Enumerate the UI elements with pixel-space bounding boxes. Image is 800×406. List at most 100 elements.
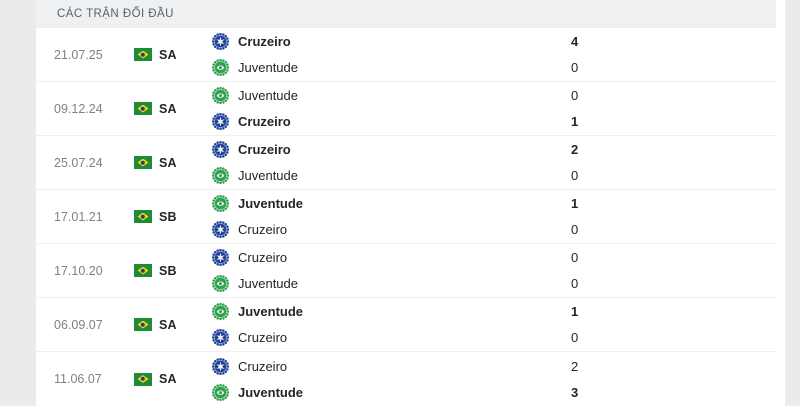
- teams-cell: Juventude Cruzeiro: [210, 190, 536, 243]
- match-date-cell: 06.09.07: [36, 298, 134, 351]
- home-team-name: Cruzeiro: [238, 142, 291, 157]
- home-team-line[interactable]: Juventude: [212, 303, 536, 321]
- match-date-cell: 25.07.24: [36, 136, 134, 189]
- league-cell[interactable]: SA: [134, 82, 210, 135]
- away-team-name: Juventude: [238, 168, 298, 183]
- away-team-line[interactable]: Juventude: [212, 383, 536, 401]
- home-team-line[interactable]: Juventude: [212, 195, 536, 213]
- scores-cell: 4 0: [536, 28, 776, 81]
- juventude-crest-icon: [212, 167, 229, 184]
- match-date: 11.06.07: [54, 372, 102, 386]
- league-cell[interactable]: SA: [134, 28, 210, 81]
- away-team-line[interactable]: Cruzeiro: [212, 113, 536, 131]
- home-team-line[interactable]: Cruzeiro: [212, 249, 536, 267]
- away-team-line[interactable]: Juventude: [212, 59, 536, 77]
- table-row[interactable]: 11.06.07 SA Cruzeiro Juventude 2 3: [36, 352, 776, 406]
- home-team-line[interactable]: Cruzeiro: [212, 357, 536, 375]
- away-team-name: Cruzeiro: [238, 114, 291, 129]
- league-cell[interactable]: SA: [134, 298, 210, 351]
- league-code: SA: [159, 47, 177, 62]
- juventude-crest-icon: [212, 195, 229, 212]
- home-team-line[interactable]: Juventude: [212, 87, 536, 105]
- away-team-name: Cruzeiro: [238, 222, 288, 237]
- away-team-score: 0: [571, 276, 579, 291]
- home-team-score: 2: [571, 358, 579, 374]
- home-team-score: 2: [571, 142, 579, 157]
- table-row[interactable]: 21.07.25 SA Cruzeiro Juventude 4 0: [36, 28, 776, 82]
- table-row[interactable]: 06.09.07 SA Juventude Cruzeiro 1 0: [36, 298, 776, 352]
- league-code: SA: [159, 101, 177, 116]
- league-cell[interactable]: SB: [134, 244, 210, 297]
- page-title: CÁC TRẬN ĐỐI ĐẦU: [57, 8, 174, 20]
- teams-cell: Cruzeiro Juventude: [210, 28, 536, 81]
- home-team-score: 0: [571, 250, 579, 265]
- brazil-flag-icon: [134, 372, 152, 386]
- match-list: 21.07.25 SA Cruzeiro Juventude 4 0: [36, 28, 785, 406]
- league-code: SA: [159, 317, 177, 332]
- teams-cell: Cruzeiro Juventude: [210, 352, 536, 406]
- cruzeiro-crest-icon: [212, 329, 229, 346]
- league-cell[interactable]: SA: [134, 352, 210, 406]
- juventude-crest-icon: [212, 303, 229, 320]
- scores-cell: 1 0: [536, 190, 776, 243]
- scores-cell: 0 0: [536, 244, 776, 297]
- away-team-score: 3: [571, 384, 579, 400]
- away-team-score: 0: [571, 168, 579, 183]
- match-date-cell: 11.06.07: [36, 352, 134, 406]
- away-team-line[interactable]: Juventude: [212, 275, 536, 293]
- league-code: SA: [159, 372, 177, 386]
- league-cell[interactable]: SA: [134, 136, 210, 189]
- table-row[interactable]: 17.10.20 SB Cruzeiro Juventude 0 0: [36, 244, 776, 298]
- cruzeiro-crest-icon: [212, 141, 229, 158]
- away-team-line[interactable]: Juventude: [212, 167, 536, 185]
- flag-globe-shape: [140, 214, 146, 219]
- home-team-name: Juventude: [238, 88, 298, 103]
- cruzeiro-crest-icon: [212, 357, 229, 375]
- brazil-flag-icon: [134, 210, 152, 223]
- home-team-name: Cruzeiro: [238, 358, 288, 374]
- away-team-score: 0: [571, 222, 579, 237]
- match-date: 06.09.07: [54, 317, 103, 332]
- teams-cell: Cruzeiro Juventude: [210, 136, 536, 189]
- section-header: CÁC TRẬN ĐỐI ĐẦU: [36, 0, 776, 28]
- league-code: SB: [159, 209, 177, 224]
- home-team-score: 4: [571, 34, 579, 49]
- teams-cell: Cruzeiro Juventude: [210, 244, 536, 297]
- away-team-score: 1: [571, 114, 579, 129]
- away-team-line[interactable]: Cruzeiro: [212, 329, 536, 347]
- flag-globe-shape: [140, 376, 146, 382]
- table-row[interactable]: 17.01.21 SB Juventude Cruzeiro 1 0: [36, 190, 776, 244]
- home-team-score: 1: [571, 304, 579, 319]
- match-date-cell: 17.01.21: [36, 190, 134, 243]
- home-team-name: Cruzeiro: [238, 34, 291, 49]
- league-cell[interactable]: SB: [134, 190, 210, 243]
- juventude-crest-icon: [212, 59, 229, 76]
- home-team-line[interactable]: Cruzeiro: [212, 33, 536, 51]
- match-date: 17.10.20: [54, 263, 103, 278]
- match-date-cell: 17.10.20: [36, 244, 134, 297]
- cruzeiro-crest-icon: [212, 33, 229, 50]
- home-team-line[interactable]: Cruzeiro: [212, 141, 536, 159]
- cruzeiro-crest-icon: [212, 221, 229, 238]
- match-date: 17.01.21: [54, 209, 103, 224]
- flag-globe-shape: [140, 160, 146, 165]
- flag-globe-shape: [140, 106, 146, 111]
- home-team-score: 0: [571, 88, 579, 103]
- juventude-crest-icon: [212, 275, 229, 292]
- match-date-cell: 09.12.24: [36, 82, 134, 135]
- brazil-flag-icon: [134, 156, 152, 169]
- away-team-line[interactable]: Cruzeiro: [212, 221, 536, 239]
- brazil-flag-icon: [134, 318, 152, 331]
- home-team-name: Cruzeiro: [238, 250, 288, 265]
- away-team-name: Juventude: [238, 60, 298, 75]
- table-row[interactable]: 09.12.24 SA Juventude Cruzeiro 0 1: [36, 82, 776, 136]
- match-date: 09.12.24: [54, 101, 103, 116]
- match-date: 25.07.24: [54, 155, 103, 170]
- match-date-cell: 21.07.25: [36, 28, 134, 81]
- flag-globe-shape: [140, 52, 146, 57]
- table-row[interactable]: 25.07.24 SA Cruzeiro Juventude 2 0: [36, 136, 776, 190]
- flag-globe-shape: [140, 268, 146, 273]
- head-to-head-card: CÁC TRẬN ĐỐI ĐẦU 21.07.25 SA Cruzeiro Ju…: [36, 0, 785, 406]
- brazil-flag-icon: [134, 102, 152, 115]
